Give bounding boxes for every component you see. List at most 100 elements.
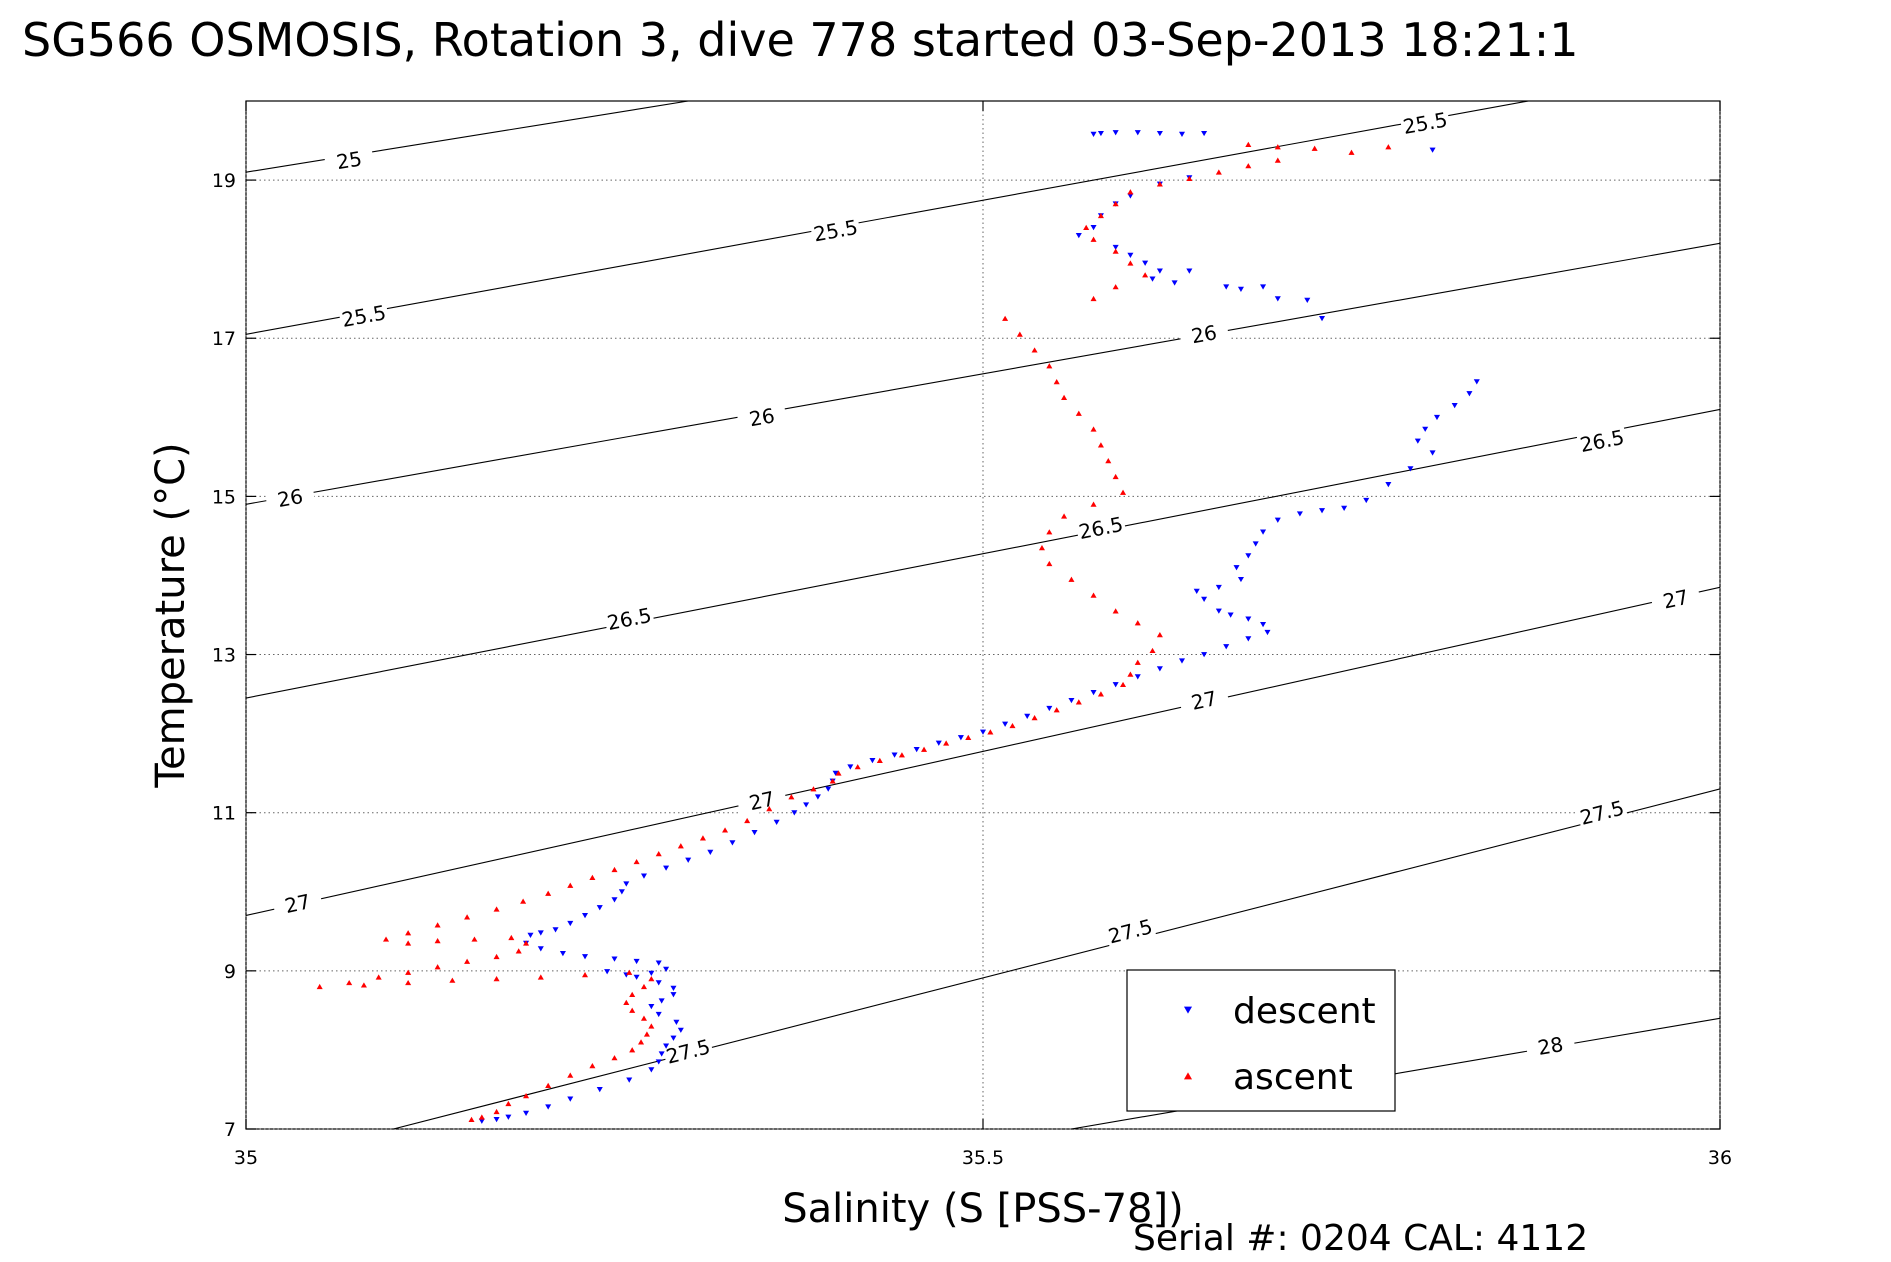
data-point-ascent [582,972,589,978]
data-point-ascent [1215,169,1222,175]
data-point-descent [1134,674,1141,680]
data-point-descent [1304,297,1311,304]
data-point-descent [655,1011,662,1018]
data-point-ascent [567,882,574,888]
data-point-ascent [1156,632,1163,638]
data-point-ascent [1075,410,1082,416]
contour-label-background [661,1032,715,1069]
data-point-ascent [1112,248,1119,254]
data-point-ascent [638,1039,645,1045]
grid-layer [245,101,1721,1130]
density-contour-label: 28 [1536,1032,1565,1060]
data-point-ascent [611,866,618,873]
data-point-descent [1233,565,1240,571]
data-point-descent [1142,260,1149,266]
data-point-ascent [1186,175,1193,181]
data-point-descent [582,913,589,919]
data-point-ascent [1127,189,1134,195]
data-point-ascent [1348,149,1355,155]
data-point-descent [1341,505,1348,512]
data-point-descent [1149,276,1156,282]
data-point-descent [1156,268,1163,274]
data-point-ascent [1009,722,1016,729]
data-point-ascent [1046,363,1053,369]
data-point-descent [658,998,665,1004]
data-point-ascent [449,977,456,983]
density-contour-label: 26 [747,403,776,431]
data-point-descent [1414,438,1421,444]
data-point-descent [1178,131,1186,137]
data-point-descent [537,930,544,936]
data-point-descent [814,794,821,800]
data-point-descent [1156,666,1163,672]
contour-label-background [735,782,788,817]
data-point-descent [1237,576,1244,583]
data-point-descent [1193,588,1200,595]
data-point-descent [611,956,618,962]
data-point-ascent [921,746,928,752]
data-point-ascent [744,817,751,824]
data-point-descent [1112,682,1119,688]
data-point-descent [582,954,589,960]
data-point-descent [648,970,655,976]
data-point-ascent [699,835,706,841]
data-point-ascent [468,1116,475,1122]
data-point-ascent [493,975,500,982]
density-contour-line [246,586,1720,917]
data-point-ascent [611,1055,618,1061]
data-point-descent [913,746,920,753]
data-point-descent [1433,414,1441,421]
legend-label-descent: descent [1233,991,1376,1032]
data-point-descent [1252,541,1259,547]
data-point-descent [1090,225,1097,231]
y-tick-label: 17 [212,328,236,350]
data-point-descent [655,980,662,986]
data-point-descent [1178,658,1186,664]
data-point-descent [1319,508,1326,514]
data-point-ascent [316,983,323,990]
y-tick-label: 11 [212,803,236,825]
y-tick-label: 9 [224,961,236,983]
data-point-ascent [1105,458,1112,464]
data-point-ascent [478,1114,485,1120]
data-point-ascent [1120,489,1127,495]
legend-marker-descent [1183,1006,1193,1014]
data-point-descent [1245,616,1252,622]
data-point-descent [935,740,942,746]
data-point-ascent [1156,181,1163,187]
data-point-descent [1274,517,1281,523]
data-point-ascent [471,936,478,942]
data-point-descent [891,752,898,758]
data-point-descent [673,1019,680,1026]
contour-label-background [736,400,788,433]
contour-label-background [1575,794,1629,830]
data-point-descent [1223,284,1230,290]
data-point-ascent [1120,681,1127,688]
density-contour-label: 26 [276,484,305,512]
data-point-descent [505,1114,512,1120]
data-point-ascent [1061,513,1068,519]
data-point-ascent [434,964,441,970]
data-point-descent [1264,629,1271,636]
data-point-ascent [643,1031,650,1037]
density-contour-line [246,101,1529,335]
data-point-descent [1319,315,1326,322]
data-point-descent [1127,252,1134,258]
data-point-ascent [1097,691,1104,697]
data-point-descent [640,873,647,879]
data-point-ascent [648,1023,655,1029]
contour-label-background [1074,510,1127,544]
data-point-ascent [640,983,647,990]
data-point-ascent [1127,260,1134,266]
data-point-descent [626,1077,633,1083]
data-point-descent [633,958,640,965]
legend-label-ascent: ascent [1233,1057,1353,1098]
contour-label-background [1576,423,1628,457]
data-point-ascent [1038,545,1045,551]
legend-box [1126,969,1396,1112]
data-point-descent [1466,391,1473,397]
data-point-ascent [829,778,836,784]
data-point-descent [670,1035,677,1041]
data-point-ascent [1090,236,1097,242]
data-point-descent [658,1051,665,1057]
